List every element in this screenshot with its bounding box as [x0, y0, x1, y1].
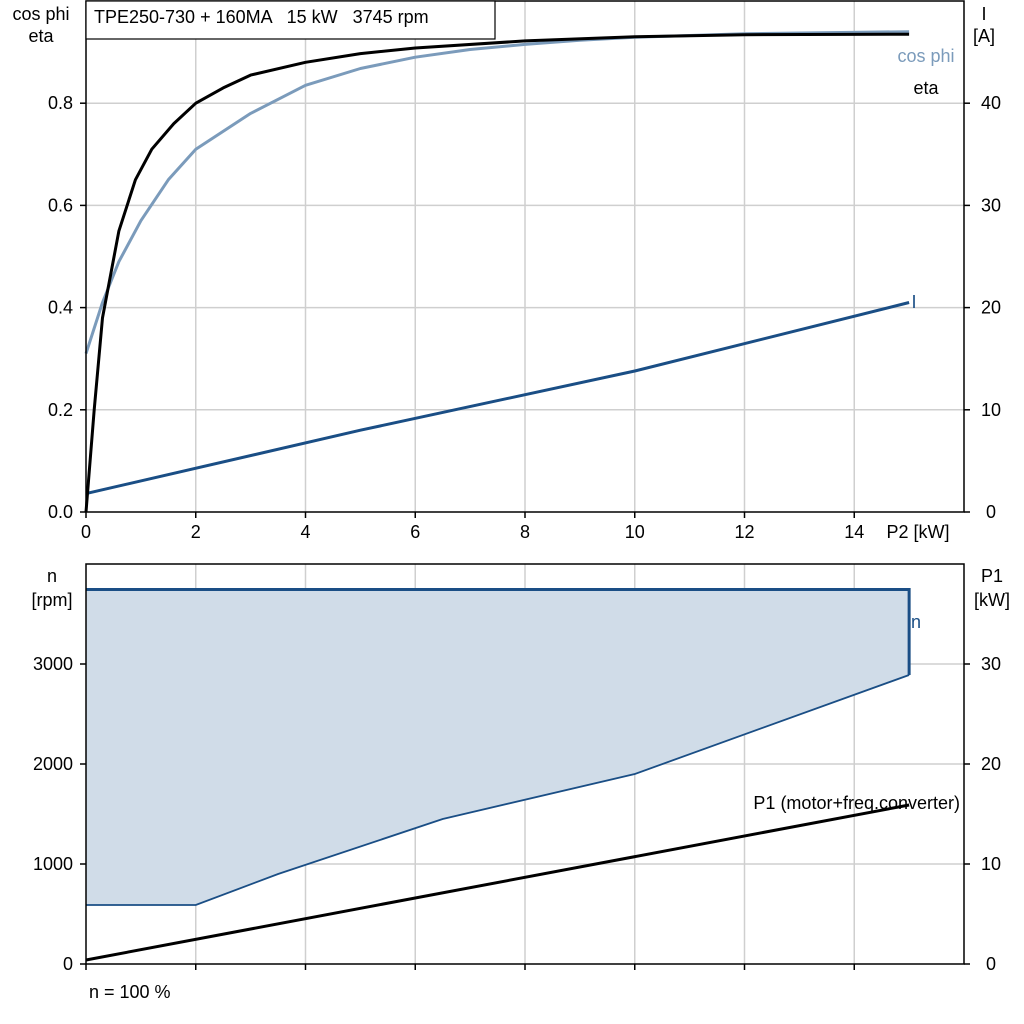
bottom-chart-series — [85, 588, 911, 962]
series-line-p1 — [85, 803, 910, 962]
x-tick-label: 12 — [734, 522, 754, 542]
x-tick-label: 4 — [300, 522, 310, 542]
series-label-current: I — [911, 292, 916, 312]
top-chart-grid — [86, 1, 964, 512]
x-tick-label: 14 — [844, 522, 864, 542]
left-tick-label: 0 — [63, 954, 73, 974]
left-tick-label: 0.0 — [48, 502, 73, 522]
right-tick-label: 10 — [981, 400, 1001, 420]
left-axis-label-cosphi: cos phi — [12, 4, 69, 24]
left-tick-label: 0.6 — [48, 195, 73, 215]
left-tick-label: 0.2 — [48, 400, 73, 420]
x-tick-label: 6 — [410, 522, 420, 542]
series-line-cos-phi — [84, 30, 910, 355]
top-chart-ticks: 0.0 0.2 0.4 0.6 0.8 0 10 20 30 40 0 2 4 6 8 10 12 14 — [48, 93, 1001, 542]
series-line-eta — [84, 32, 910, 513]
right-tick-label: 20 — [981, 298, 1001, 318]
bottom-left-axis-label-rpm: [rpm] — [31, 590, 72, 610]
left-tick-label: 3000 — [33, 654, 73, 674]
bottom-right-axis-label-p1: P1 — [981, 566, 1003, 586]
series-label-cosphi: cos phi — [897, 46, 954, 66]
bottom-chart-ticks: 0 1000 2000 3000 0 10 20 30 — [33, 654, 1001, 974]
x-tick-label: 10 — [625, 522, 645, 542]
left-tick-label: 0.4 — [48, 298, 73, 318]
series-label-eta: eta — [913, 78, 939, 98]
series-line-i — [85, 301, 910, 496]
right-axis-label-i: I — [981, 4, 986, 24]
right-tick-label: 30 — [981, 195, 1001, 215]
bottom-right-axis-label-kw: [kW] — [974, 590, 1010, 610]
left-tick-label: 2000 — [33, 754, 73, 774]
x-tick-label: 0 — [81, 522, 91, 542]
operating-area — [86, 589, 910, 905]
right-axis-label-unit-a: [A] — [973, 26, 995, 46]
chart-title-box — [85, 0, 496, 40]
series-label-speed: n — [911, 612, 921, 632]
chart-title: TPE250-730 + 160MA 15 kW 3745 rpm — [94, 7, 429, 27]
series-line-n — [86, 588, 911, 675]
x-tick-label: 2 — [191, 522, 201, 542]
right-tick-label: 0 — [986, 954, 996, 974]
speed-footnote: n = 100 % — [89, 982, 171, 1002]
left-tick-label: 1000 — [33, 854, 73, 874]
bottom-left-axis-label-n: n — [47, 566, 57, 586]
x-tick-label: 8 — [520, 522, 530, 542]
right-tick-label: 20 — [981, 754, 1001, 774]
series-line-p1-envelope — [86, 674, 910, 906]
left-tick-label: 0.8 — [48, 93, 73, 113]
right-tick-label: 0 — [986, 502, 996, 522]
top-chart-series — [84, 30, 910, 513]
right-tick-label: 10 — [981, 854, 1001, 874]
right-tick-label: 40 — [981, 93, 1001, 113]
x-axis-label: P2 [kW] — [886, 522, 949, 542]
right-tick-label: 30 — [981, 654, 1001, 674]
left-axis-label-eta: eta — [28, 26, 54, 46]
series-label-p1: P1 (motor+freq.converter) — [753, 793, 960, 813]
